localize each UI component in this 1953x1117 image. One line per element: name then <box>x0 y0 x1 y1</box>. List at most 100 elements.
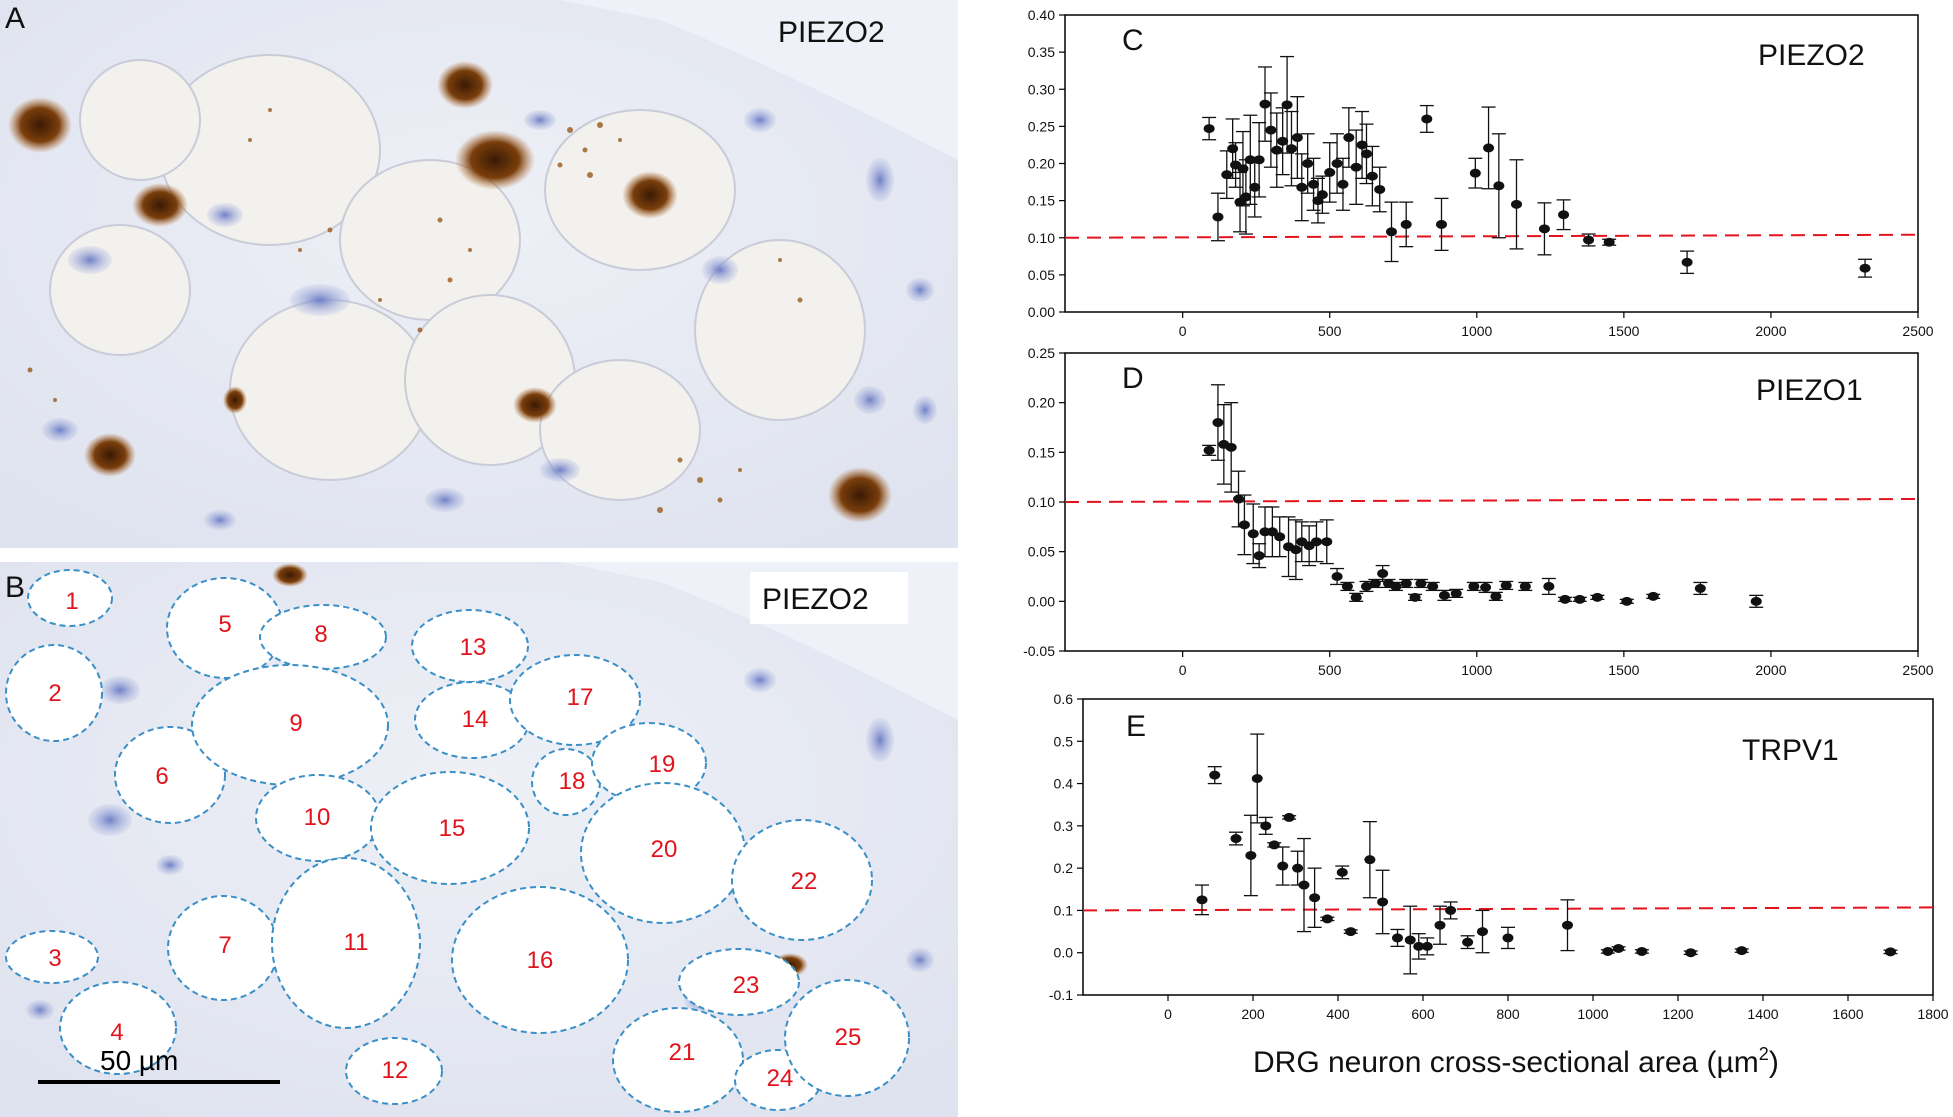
x-tick-label: 1400 <box>1747 1006 1778 1022</box>
cell-number: 17 <box>567 684 594 711</box>
data-point <box>1350 592 1362 602</box>
data-point <box>1519 581 1531 591</box>
data-point <box>1247 529 1259 539</box>
y-tick-label: 0.20 <box>1028 395 1055 411</box>
data-point <box>1260 821 1272 831</box>
cell-number: 1 <box>65 588 78 615</box>
panel-letter: E <box>1126 710 1146 743</box>
x-tick-label: 800 <box>1496 1006 1520 1022</box>
data-point <box>1291 133 1303 143</box>
data-point <box>1321 537 1333 547</box>
y-tick-label: 0.1 <box>1054 902 1074 918</box>
cell-number: 21 <box>669 1039 696 1066</box>
chart-title: PIEZO2 <box>1758 39 1865 72</box>
x-tick-label: 600 <box>1411 1006 1435 1022</box>
data-point <box>1421 114 1433 124</box>
data-point <box>1538 224 1550 234</box>
x-tick-label: 200 <box>1241 1006 1265 1022</box>
x-tick-label: 1200 <box>1662 1006 1693 1022</box>
y-tick-label: 0.10 <box>1028 494 1055 510</box>
x-tick-label: 1500 <box>1608 662 1639 678</box>
cell-number: 6 <box>155 763 168 790</box>
data-point <box>1558 210 1570 220</box>
data-point <box>1736 946 1748 956</box>
data-point <box>1438 590 1450 600</box>
data-point <box>1377 897 1389 907</box>
panel-a-stain-label: PIEZO2 <box>778 16 885 49</box>
threshold-line <box>1082 906 1934 912</box>
panel-letter: C <box>1122 24 1144 57</box>
data-point <box>1268 840 1280 850</box>
data-point <box>1360 581 1372 591</box>
y-tick-label: 0.3 <box>1054 818 1074 834</box>
x-tick-label: 2000 <box>1755 323 1786 339</box>
data-point <box>1591 592 1603 602</box>
data-point <box>1341 581 1353 591</box>
data-point <box>1404 935 1416 945</box>
data-point <box>1249 182 1261 192</box>
x-tick-label: 1800 <box>1917 1006 1948 1022</box>
data-point <box>1251 773 1263 783</box>
y-tick-label: 0.4 <box>1054 776 1074 792</box>
x-tick-label: 1600 <box>1832 1006 1863 1022</box>
data-point <box>1253 155 1265 165</box>
cell-number: 10 <box>304 804 331 831</box>
cell-number: 9 <box>289 710 302 737</box>
data-point <box>1308 179 1320 189</box>
chart-title: TRPV1 <box>1742 734 1839 767</box>
y-tick-label: 0.25 <box>1028 345 1055 361</box>
data-point <box>1477 927 1488 937</box>
y-tick-label: 0.6 <box>1054 691 1074 707</box>
cell-number: 15 <box>439 815 466 842</box>
data-point <box>1233 494 1245 504</box>
data-point <box>1309 893 1321 903</box>
data-point <box>1221 170 1233 180</box>
data-point <box>1203 445 1215 455</box>
chart-c-piezo2: 0.00 0.05 0.10 0.15 0.20 0.25 0.30 0.35 0.40 0 500… <box>1028 7 1934 339</box>
y-tick-label: 0.05 <box>1028 267 1055 283</box>
y-tick-label: 0.00 <box>1028 304 1055 320</box>
data-point <box>1885 947 1896 957</box>
data-point <box>1480 582 1492 592</box>
cell-number: 8 <box>314 621 327 648</box>
y-tick-label: 0.15 <box>1028 193 1055 209</box>
data-point <box>1434 920 1446 930</box>
data-point <box>1356 140 1368 150</box>
x-tick-label: 500 <box>1318 323 1342 339</box>
data-point <box>1238 520 1250 530</box>
data-point <box>1196 895 1208 905</box>
data-point <box>1468 581 1480 591</box>
scale-bar <box>38 1080 280 1084</box>
scale-bar-label: 50 µm <box>100 1045 178 1076</box>
x-tick-label: 0 <box>1179 662 1187 678</box>
x-tick-label: 1000 <box>1461 662 1492 678</box>
data-point <box>1859 263 1871 273</box>
y-tick-label: 0.35 <box>1028 44 1055 60</box>
data-point <box>1245 850 1257 860</box>
panel-b-stain-label: PIEZO2 <box>762 583 869 616</box>
cell-number: 4 <box>110 1019 123 1046</box>
data-point <box>1469 168 1481 178</box>
data-point <box>1681 257 1693 267</box>
cell-number: 25 <box>835 1024 862 1051</box>
panel-a-micrograph <box>0 0 958 548</box>
data-point <box>1413 941 1425 951</box>
data-point <box>1621 596 1633 606</box>
data-point <box>1445 905 1457 915</box>
data-point <box>1331 159 1343 168</box>
data-point <box>1240 192 1252 202</box>
data-point <box>1212 212 1224 222</box>
cell-outlines <box>5 569 910 1113</box>
data-point <box>1385 227 1397 237</box>
data-point <box>1266 527 1278 537</box>
y-tick-label: 0.10 <box>1028 230 1055 246</box>
cell-number: 12 <box>382 1057 409 1084</box>
data-point <box>1613 943 1624 953</box>
data-point <box>1336 867 1348 877</box>
data-point <box>1316 190 1328 200</box>
data-point <box>1602 946 1614 956</box>
x-tick-label: 0 <box>1164 1006 1172 1022</box>
x-tick-label: 1000 <box>1461 323 1492 339</box>
data-point <box>1212 418 1224 428</box>
data-point <box>1290 545 1302 555</box>
